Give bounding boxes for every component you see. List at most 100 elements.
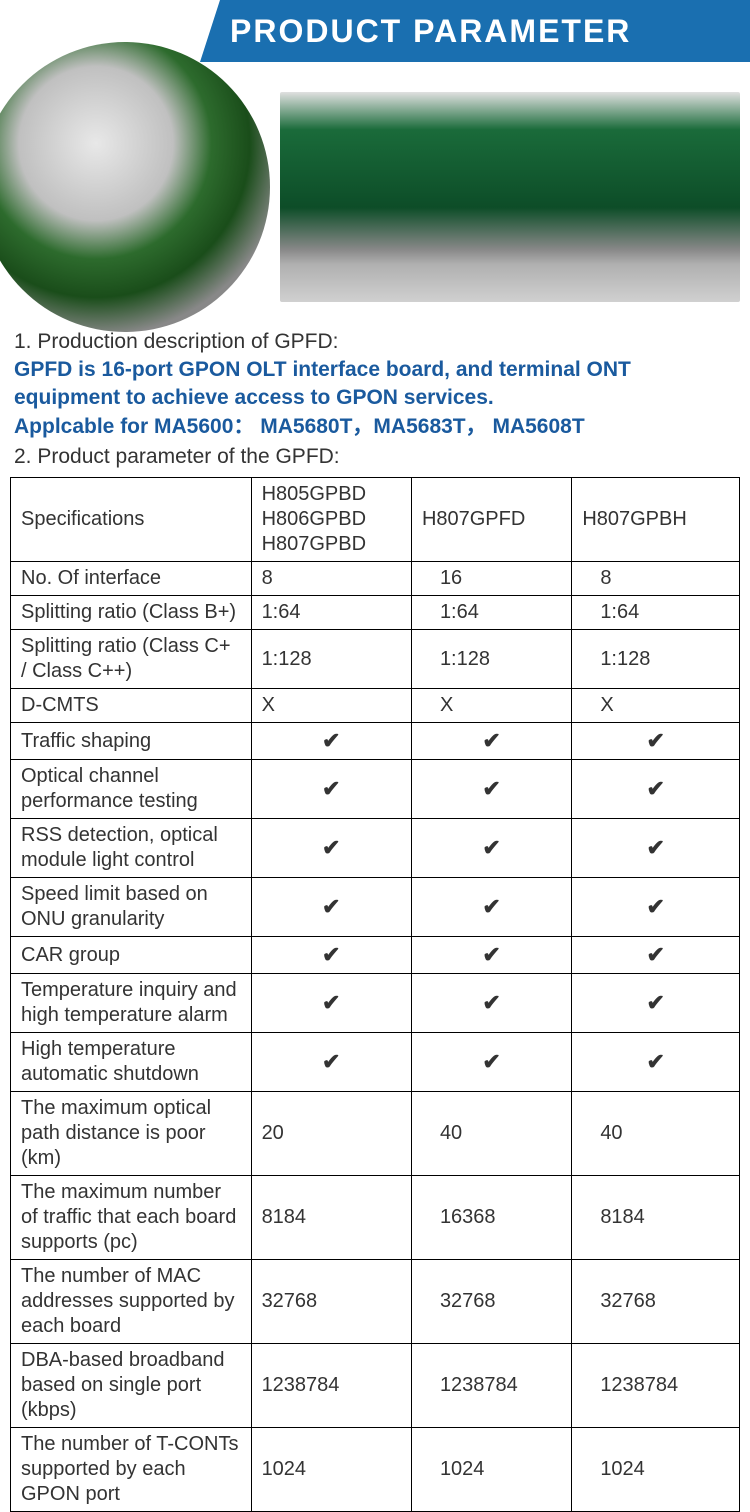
- value-cell: ✔: [251, 723, 411, 760]
- spec-cell: Splitting ratio (Class C+ / Class C++): [11, 630, 252, 689]
- product-image-circle: [0, 42, 270, 332]
- table-header-row: Specifications H805GPBD H806GPBD H807GPB…: [11, 478, 740, 562]
- check-icon: ✔: [646, 727, 664, 755]
- spec-cell: The maximum optical path distance is poo…: [11, 1092, 252, 1176]
- value-cell: 16368: [411, 1176, 571, 1260]
- value-cell: 1:64: [572, 596, 740, 630]
- check-icon: ✔: [482, 989, 500, 1017]
- value-cell: ✔: [251, 760, 411, 819]
- check-icon: ✔: [646, 941, 664, 969]
- spec-cell: Temperature inquiry and high temperature…: [11, 974, 252, 1033]
- spec-cell: RSS detection, optical module light cont…: [11, 819, 252, 878]
- value-cell: ✔: [251, 937, 411, 974]
- value-cell: 1024: [411, 1428, 571, 1512]
- header-col-c: H807GPBH: [572, 478, 740, 562]
- product-image-row: [0, 62, 750, 322]
- spec-cell: No. Of interface: [11, 562, 252, 596]
- spec-cell: The maximum number of traffic that each …: [11, 1176, 252, 1260]
- value-cell: ✔: [251, 974, 411, 1033]
- table-row: The maximum optical path distance is poo…: [11, 1092, 740, 1176]
- table-row: Speed limit based on ONU granularity ✔ ✔ ✔: [11, 878, 740, 937]
- value-cell: 1:128: [251, 630, 411, 689]
- value-cell: ✔: [251, 878, 411, 937]
- spec-cell: The number of MAC addresses supported by…: [11, 1260, 252, 1344]
- value-cell: 32768: [572, 1260, 740, 1344]
- value-cell: ✔: [572, 878, 740, 937]
- check-icon: ✔: [322, 727, 340, 755]
- value-cell: 1:64: [251, 596, 411, 630]
- table-row: Splitting ratio (Class B+)1:641:641:64: [11, 596, 740, 630]
- value-cell: ✔: [572, 760, 740, 819]
- value-cell: ✔: [411, 819, 571, 878]
- check-icon: ✔: [322, 893, 340, 921]
- description-heading-1: 1. Production description of GPFD:: [14, 330, 736, 354]
- table-row: D-CMTSXXX: [11, 689, 740, 723]
- table-row: High temperature automatic shutdown✔✔✔: [11, 1033, 740, 1092]
- value-cell: ✔: [411, 1033, 571, 1092]
- description-highlight-1: GPFD is 16-port GPON OLT interface board…: [14, 356, 736, 413]
- check-icon: ✔: [482, 834, 500, 862]
- check-icon: ✔: [482, 727, 500, 755]
- spec-cell: Speed limit based on ONU granularity: [11, 878, 252, 937]
- table-row: DBA-based broadband based on single port…: [11, 1344, 740, 1428]
- description-heading-2: 2. Product parameter of the GPFD:: [14, 445, 736, 469]
- value-cell: ✔: [411, 878, 571, 937]
- value-cell: 32768: [251, 1260, 411, 1344]
- value-cell: 40: [411, 1092, 571, 1176]
- value-cell: 8: [251, 562, 411, 596]
- value-cell: 1024: [251, 1428, 411, 1512]
- value-cell: ✔: [411, 723, 571, 760]
- value-cell: 1238784: [251, 1344, 411, 1428]
- value-cell: 1238784: [572, 1344, 740, 1428]
- table-row: The number of T-CONTs supported by each …: [11, 1428, 740, 1512]
- table-row: Optical channel performance testing ✔ ✔ ✔: [11, 760, 740, 819]
- spec-cell: The number of T-CONTs supported by each …: [11, 1428, 252, 1512]
- value-cell: ✔: [411, 974, 571, 1033]
- banner-title: PRODUCT PARAMETER: [200, 0, 750, 62]
- value-cell: 8184: [251, 1176, 411, 1260]
- value-cell: 16: [411, 562, 571, 596]
- value-cell: ✔: [251, 819, 411, 878]
- value-cell: 1:64: [411, 596, 571, 630]
- table-row: Splitting ratio (Class C+ / Class C++)1:…: [11, 630, 740, 689]
- spec-cell: Optical channel performance testing: [11, 760, 252, 819]
- product-image-board: [280, 92, 740, 302]
- header-spec: Specifications: [11, 478, 252, 562]
- check-icon: ✔: [482, 941, 500, 969]
- spec-cell: High temperature automatic shutdown: [11, 1033, 252, 1092]
- spec-table: Specifications H805GPBD H806GPBD H807GPB…: [10, 477, 740, 1512]
- value-cell: ✔: [572, 723, 740, 760]
- value-cell: 1:128: [572, 630, 740, 689]
- check-icon: ✔: [322, 989, 340, 1017]
- value-cell: 20: [251, 1092, 411, 1176]
- value-cell: ✔: [572, 1033, 740, 1092]
- spec-cell: D-CMTS: [11, 689, 252, 723]
- description-section: 1. Production description of GPFD: GPFD …: [0, 322, 750, 473]
- value-cell: X: [251, 689, 411, 723]
- check-icon: ✔: [646, 893, 664, 921]
- value-cell: ✔: [572, 819, 740, 878]
- table-row: Temperature inquiry and high temperature…: [11, 974, 740, 1033]
- spec-cell: Splitting ratio (Class B+): [11, 596, 252, 630]
- value-cell: 1024: [572, 1428, 740, 1512]
- check-icon: ✔: [322, 775, 340, 803]
- spec-cell: Traffic shaping: [11, 723, 252, 760]
- table-row: The number of MAC addresses supported by…: [11, 1260, 740, 1344]
- check-icon: ✔: [482, 1048, 500, 1076]
- value-cell: 32768: [411, 1260, 571, 1344]
- value-cell: ✔: [572, 974, 740, 1033]
- header-col-b: H807GPFD: [411, 478, 571, 562]
- table-row: The maximum number of traffic that each …: [11, 1176, 740, 1260]
- value-cell: ✔: [572, 937, 740, 974]
- spec-cell: DBA-based broadband based on single port…: [11, 1344, 252, 1428]
- value-cell: ✔: [411, 760, 571, 819]
- table-row: RSS detection, optical module light cont…: [11, 819, 740, 878]
- check-icon: ✔: [322, 834, 340, 862]
- check-icon: ✔: [482, 775, 500, 803]
- value-cell: 8: [572, 562, 740, 596]
- header-col-a: H805GPBD H806GPBD H807GPBD: [251, 478, 411, 562]
- check-icon: ✔: [646, 775, 664, 803]
- value-cell: 8184: [572, 1176, 740, 1260]
- value-cell: X: [411, 689, 571, 723]
- table-row: No. Of interface8168: [11, 562, 740, 596]
